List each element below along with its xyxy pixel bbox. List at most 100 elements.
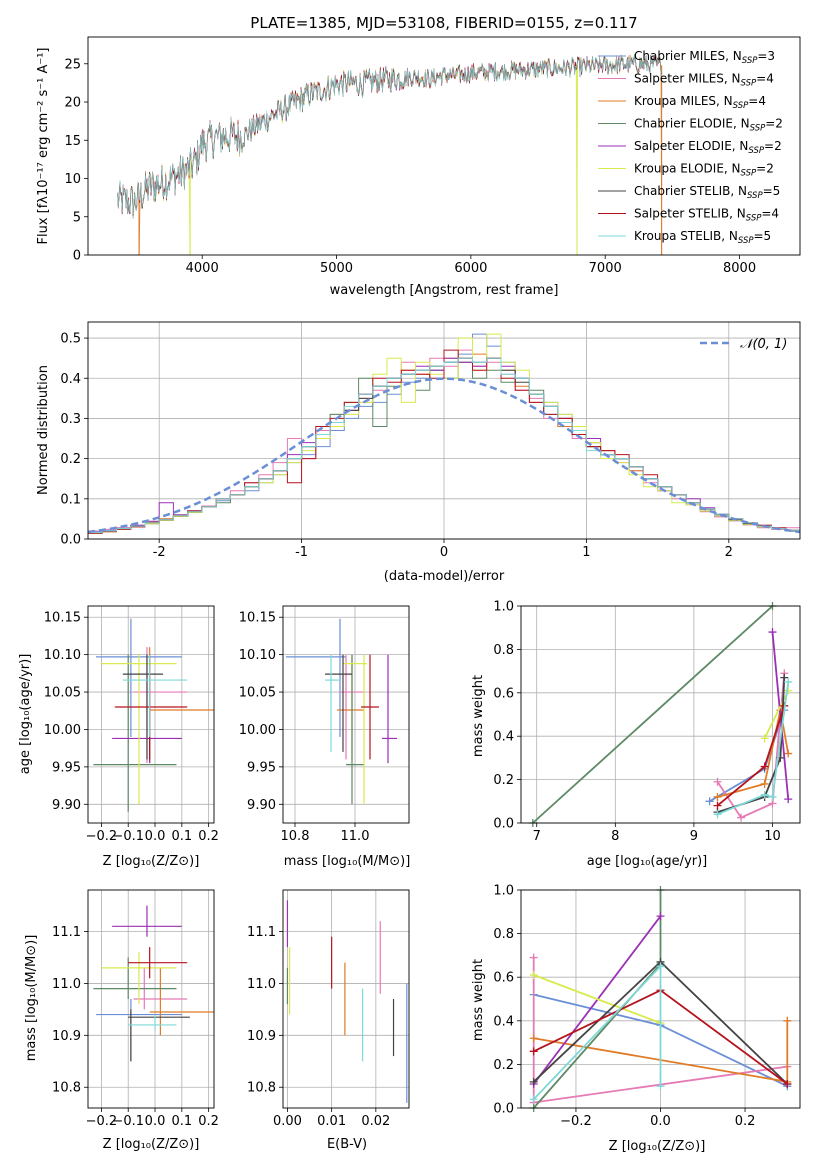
legend-entry-label: Salpeter STELIB, NSSP=4 xyxy=(634,207,779,224)
legend-entry-label: Kroupa STELIB, NSSP=5 xyxy=(634,229,771,246)
y-tick-label: 0.5 xyxy=(60,332,81,347)
weight-marker xyxy=(760,762,769,771)
axes-frame xyxy=(87,36,801,256)
weight-marker xyxy=(529,1047,538,1056)
weight-marker xyxy=(780,673,789,682)
x-tick-label: −0.2 xyxy=(86,829,118,844)
y-tick-label: 9.95 xyxy=(247,760,276,775)
weight-marker xyxy=(760,779,769,788)
x-tick-label: −0.1 xyxy=(112,829,144,844)
x-tick-label: 4000 xyxy=(186,261,219,276)
axes-frame xyxy=(87,321,801,540)
x-tick-label: 0.0 xyxy=(145,829,166,844)
weight-vs-z-panel: −0.2 0.0 0.2 0.0 0.2 0.4 0.6 0.8 1.0 Z [log₁₀(Z/… xyxy=(471,884,801,1154)
x-tick-label: 8000 xyxy=(723,261,756,276)
x-tick-label: 0.2 xyxy=(198,1114,219,1129)
residuals-panel: -2 -1 0 1 2 0.0 0.1 0.2 0.3 0.4 0.5 𝒩(0, 1) (data-… xyxy=(36,321,801,584)
weight-marker xyxy=(760,790,769,799)
weight-marker xyxy=(529,953,538,962)
weight-line-3 xyxy=(532,605,774,824)
y-tick-label: 10.00 xyxy=(44,723,81,738)
y-tick-label: 0.3 xyxy=(60,412,81,427)
y-tick-label: 11.0 xyxy=(247,977,276,992)
y-tick-label: 10.00 xyxy=(239,723,276,738)
residuals-xlabel: (data-model)/error xyxy=(384,569,505,584)
axes-frame xyxy=(282,605,410,824)
spectrum-line-8 xyxy=(117,53,662,215)
weight-marker xyxy=(713,801,722,810)
x-tick-label: 2 xyxy=(725,545,733,560)
spectrum-legend: Chabrier MILES, NSSP=3 Salpeter MILES, NS… xyxy=(598,49,783,246)
y-tick-label: 10.9 xyxy=(52,1029,81,1044)
y-tick-label: 0.8 xyxy=(493,643,514,658)
y-tick-label: 11.1 xyxy=(247,925,276,940)
mass-vs-z-ylabel: mass [log₁₀(M/M⊙)] xyxy=(24,935,39,1062)
legend-entry-label: Salpeter MILES, NSSP=4 xyxy=(634,72,774,89)
x-tick-label: −0.1 xyxy=(112,1114,144,1129)
normal-legend-label: 𝒩(0, 1) xyxy=(740,337,787,352)
x-tick-label: 1 xyxy=(582,545,590,560)
y-tick-label: 10.05 xyxy=(44,686,81,701)
weight-line-8 xyxy=(717,681,790,816)
legend-entry-label: Chabrier MILES, NSSP=3 xyxy=(634,49,775,66)
mass-vs-ebv-xlabel: E(B-V) xyxy=(327,1137,367,1152)
weight-marker xyxy=(713,792,722,801)
age-vs-mass-xlabel: mass [log₁₀(M/M⊙)] xyxy=(284,854,411,869)
mass-vs-z-panel: −0.2−0.1 0.0 0.1 0.2 10.8 10.9 11.0 11.1 Z [log… xyxy=(24,889,219,1152)
y-tick-label: 0.6 xyxy=(493,686,514,701)
x-tick-label: 0.01 xyxy=(317,1114,346,1129)
x-tick-label: 5000 xyxy=(320,261,353,276)
y-tick-label: 0.0 xyxy=(493,817,514,832)
x-tick-label: 0.1 xyxy=(171,1114,192,1129)
y-tick-label: 9.90 xyxy=(52,798,81,813)
weight-marker xyxy=(529,1095,538,1104)
weight-marker xyxy=(713,777,722,786)
weight-marker xyxy=(529,1034,538,1043)
x-tick-label: 0 xyxy=(440,545,448,560)
y-tick-label: 0.1 xyxy=(60,492,81,507)
spectrum-xlabel: wavelength [Angstrom, rest frame] xyxy=(330,283,559,298)
y-tick-label: 0.2 xyxy=(493,1058,514,1073)
x-tick-label: 11.0 xyxy=(341,829,370,844)
age-vs-z-panel: −0.2−0.1 0.0 0.1 0.2 9.90 9.95 10.00 10.05 10.10… xyxy=(18,605,219,869)
y-tick-label: 11.1 xyxy=(52,925,81,940)
y-tick-label: 5 xyxy=(73,210,81,225)
x-tick-label: -2 xyxy=(153,545,166,560)
y-tick-label: 9.90 xyxy=(247,798,276,813)
y-tick-label: 10.10 xyxy=(44,648,81,663)
y-tick-label: 9.95 xyxy=(52,760,81,775)
y-tick-label: 0.2 xyxy=(493,773,514,788)
weight-marker xyxy=(656,1082,665,1091)
axes-frame xyxy=(282,889,410,1109)
weight-marker xyxy=(737,813,746,822)
residuals-ylabel: Normed distribution xyxy=(36,365,51,495)
weight-line-4 xyxy=(532,915,662,1085)
weight-marker xyxy=(705,797,714,806)
weight-marker xyxy=(656,962,665,971)
y-tick-label: 10.05 xyxy=(239,686,276,701)
y-tick-label: 1.0 xyxy=(493,600,514,615)
x-tick-label: −0.2 xyxy=(560,1114,592,1129)
y-tick-label: 10.15 xyxy=(239,611,276,626)
y-tick-label: 0 xyxy=(73,249,81,264)
weight-line-5 xyxy=(763,690,790,739)
x-tick-label: 9 xyxy=(690,829,698,844)
weight-marker xyxy=(529,1077,538,1086)
y-tick-label: 1.0 xyxy=(493,884,514,899)
y-tick-label: 25 xyxy=(64,57,81,72)
axes-frame xyxy=(87,889,215,1109)
y-tick-label: 0.8 xyxy=(493,927,514,942)
x-tick-label: −0.2 xyxy=(86,1114,118,1129)
normal-curve xyxy=(87,377,801,534)
x-tick-label: 7000 xyxy=(589,261,622,276)
y-tick-label: 11.0 xyxy=(52,977,81,992)
y-tick-label: 10.9 xyxy=(247,1029,276,1044)
weight-marker xyxy=(783,1016,792,1025)
x-tick-label: 0.00 xyxy=(273,1114,302,1129)
axes-frame xyxy=(87,605,215,824)
weight-marker xyxy=(713,810,722,819)
y-tick-label: 10.15 xyxy=(44,611,81,626)
x-tick-label: 7 xyxy=(533,829,541,844)
x-tick-label: 0.02 xyxy=(361,1114,390,1129)
